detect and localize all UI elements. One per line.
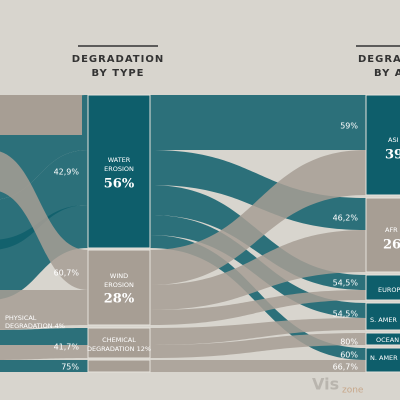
node-label: S. AMER <box>370 316 397 324</box>
flow <box>0 289 88 330</box>
title: BY A <box>374 68 400 79</box>
title: BY TYPE <box>91 68 144 79</box>
node-label: EUROP <box>378 286 400 294</box>
left-node <box>0 95 82 135</box>
node-label: EROSION <box>104 165 134 173</box>
flow-label: 41,7% <box>54 343 80 352</box>
node-label: AFR <box>385 226 398 234</box>
flow <box>150 150 366 230</box>
node-label: OCEAN <box>376 336 399 344</box>
node-value: 26 <box>383 238 400 253</box>
flow-label: 54,5% <box>333 310 359 319</box>
node-label: CHEMICAL <box>102 336 136 344</box>
node-label: EROSION <box>104 281 134 289</box>
title: DEGRADATION <box>72 54 164 65</box>
node-asia <box>365 94 400 196</box>
flow <box>0 328 88 346</box>
flow <box>150 333 366 358</box>
node-s-america <box>365 302 400 331</box>
node-chemical <box>87 327 151 359</box>
node-value: 39 <box>385 148 400 163</box>
flow-label: 59% <box>340 122 358 131</box>
node-label: N. AMER <box>370 354 398 362</box>
node-label: ASI <box>388 136 399 144</box>
flow <box>150 360 366 372</box>
flow <box>150 95 366 150</box>
flow-label: 42,9% <box>54 168 80 177</box>
flows <box>0 95 366 373</box>
flow <box>0 150 88 250</box>
flow <box>0 151 88 290</box>
node-water <box>87 94 151 249</box>
node-physical <box>87 359 151 373</box>
flow <box>150 235 366 360</box>
flow <box>0 205 88 300</box>
title: DEGRAD <box>358 54 400 65</box>
flow-label: 60,7% <box>54 269 80 278</box>
flow-label: 46,2% <box>333 214 359 223</box>
node-oceania <box>365 332 400 346</box>
node-europe <box>365 274 400 301</box>
watermark: zone <box>342 386 364 396</box>
node-label: DEGRADATION 12% <box>87 345 151 353</box>
flow-label: 75% <box>61 363 79 372</box>
node-label: DEGRADATION 4% <box>5 322 65 330</box>
node-label: WIND <box>110 272 128 280</box>
flow-label: 54,5% <box>333 279 359 288</box>
flow-label: 60% <box>340 351 358 360</box>
node-africa <box>365 197 400 273</box>
node-n-america <box>365 347 400 373</box>
flow-label: 80% <box>340 338 358 347</box>
node-value: 56% <box>104 177 135 192</box>
flow <box>0 359 88 373</box>
flow <box>150 318 366 345</box>
watermark: Vis <box>312 375 339 394</box>
node-label: PHYSICAL <box>5 314 37 322</box>
flow <box>0 344 88 360</box>
node-label: WATER <box>108 156 131 164</box>
node-value: 28% <box>104 292 135 307</box>
flow <box>150 290 366 325</box>
flow <box>150 230 366 310</box>
node-wind <box>87 249 151 326</box>
flow <box>150 150 366 285</box>
flow-label: 66,7% <box>333 363 359 372</box>
